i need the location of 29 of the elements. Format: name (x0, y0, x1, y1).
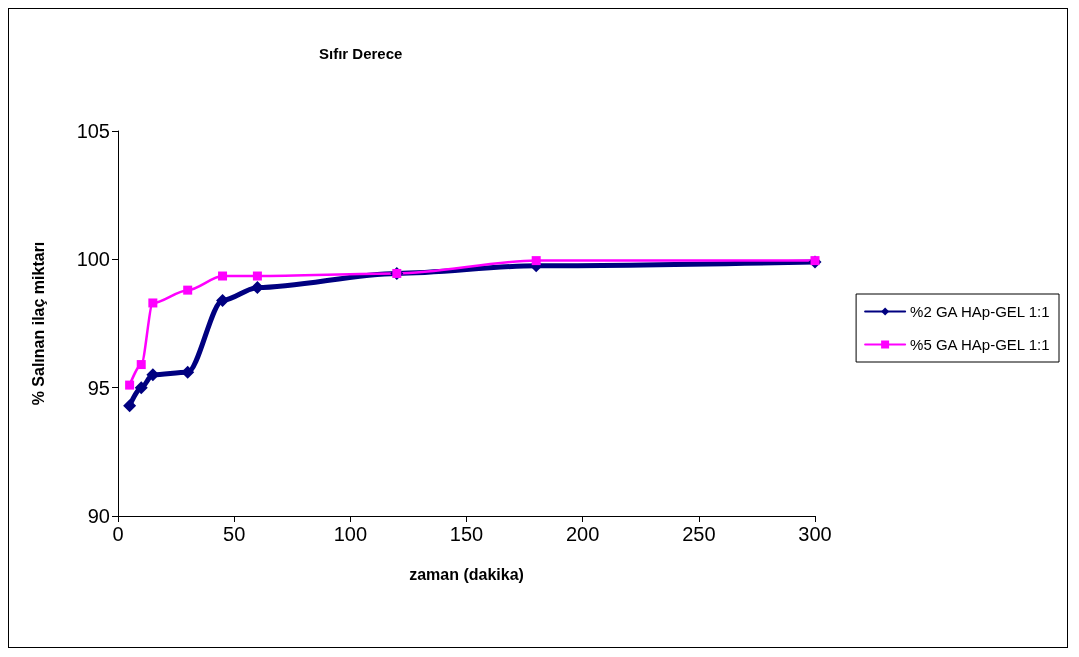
x-tick-label: 200 (565, 523, 600, 545)
point (148, 298, 158, 308)
y-tick-label: 100 (76, 248, 110, 271)
point (125, 380, 135, 390)
point (123, 399, 137, 413)
point (216, 293, 230, 307)
point (146, 368, 160, 382)
point (134, 381, 148, 395)
point (218, 271, 228, 281)
legend-label: %5 GA HAp-GEL 1:1 (910, 336, 1050, 353)
x-tick-label: 50 (223, 523, 246, 545)
point (250, 281, 264, 295)
x-tick-label: 100 (333, 523, 368, 545)
chart-title: Sıfır Derece (319, 45, 403, 62)
y-axis-title: % Salınan ilaç miktarı (29, 241, 47, 406)
point (181, 365, 195, 379)
x-tick-label: 150 (449, 523, 484, 545)
y-tick-label: 95 (87, 376, 110, 399)
point (531, 256, 541, 266)
point (252, 271, 262, 281)
x-tick-label: 250 (682, 523, 716, 545)
x-axis-title: zaman (dakika) (409, 565, 524, 583)
x-tick-label: 300 (798, 523, 832, 545)
y-tick-label: 90 (87, 505, 110, 527)
legend-label: %2 GA HAp-GEL 1:1 (910, 303, 1050, 320)
y-tick-label: 105 (76, 120, 110, 142)
x-tick-label: 0 (112, 523, 124, 545)
point (183, 285, 193, 295)
point (136, 360, 146, 370)
